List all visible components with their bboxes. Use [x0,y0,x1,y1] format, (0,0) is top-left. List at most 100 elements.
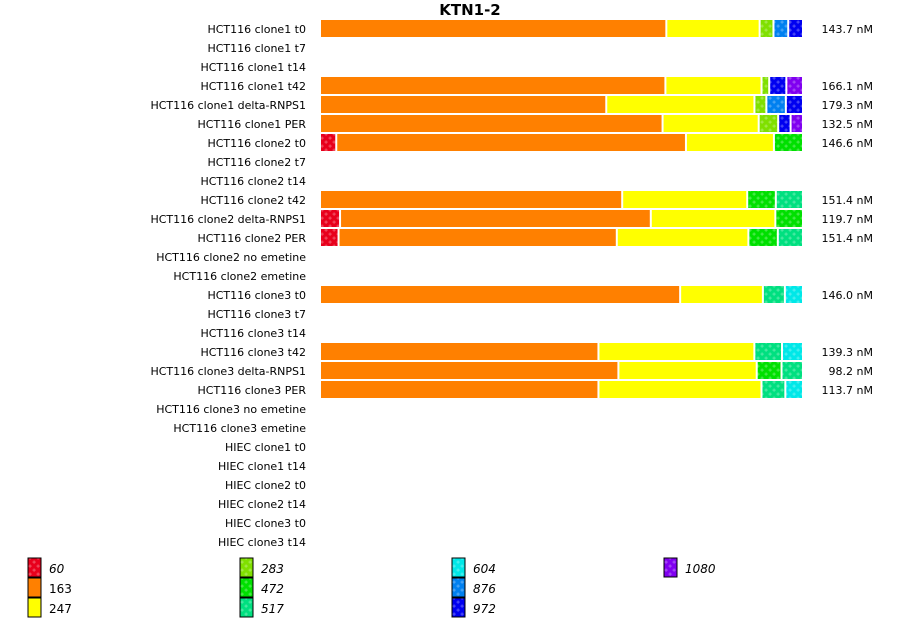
bar-segment-163 [321,343,598,360]
legend-item-972: 972 [451,597,496,618]
row-label: HCT116 clone2 t0 [207,137,306,150]
bar-segment-247 [681,286,762,303]
bar-segment-247 [663,115,758,132]
row-label: HCT116 clone3 t42 [200,346,306,359]
legend-swatch [239,577,254,598]
bar-segment-876 [767,96,785,113]
row-label: HIEC clone1 t0 [225,441,306,454]
bar-segment-163 [321,286,680,303]
bar-row: HIEC clone1 t14 [218,460,306,473]
bar-segment-972 [779,115,790,132]
rows: HCT116 clone1 t0 143.7 nM HCT116 clone1 t7… [150,20,873,549]
bar-segment-163 [321,96,606,113]
bar-segment-247 [599,381,761,398]
bar-row: HCT116 clone2 t42 151.4 nM [200,191,873,208]
bar-row: HCT116 clone1 t7 [207,42,306,55]
bar-segment-283 [760,20,773,37]
legend-label: 472 [261,582,284,596]
row-label: HCT116 clone1 delta-RNPS1 [150,99,306,112]
bar-segment-517 [763,286,784,303]
bar-row: HCT116 clone3 no emetine [156,403,306,416]
row-label: HCT116 clone2 t7 [207,156,306,169]
legend-item-60: 60 [27,557,65,578]
legend-swatch [239,597,254,618]
row-label: HCT116 clone3 no emetine [156,403,306,416]
row-label: HCT116 clone3 t0 [207,289,306,302]
bar-row: HCT116 clone1 PER 132.5 nM [198,115,873,132]
bar-row: HCT116 clone2 t7 [207,156,306,169]
bar-segment-163 [321,115,662,132]
legend-swatch [451,577,466,598]
bar-segment-163 [321,381,598,398]
row-label: HCT116 clone1 t0 [207,23,306,36]
bar-segment-163 [339,229,616,246]
row-label: HCT116 clone2 emetine [173,270,306,283]
bar-row: HCT116 clone2 emetine [173,270,306,283]
bar-segment-472 [757,362,781,379]
bar-row: HIEC clone3 t14 [218,536,306,549]
row-label: HCT116 clone3 PER [198,384,307,397]
bar-segment-604 [785,286,802,303]
legend-label: 972 [473,602,496,616]
legend-item-876: 876 [451,577,496,598]
legend-swatch [27,577,42,598]
row-label: HCT116 clone1 PER [198,118,307,131]
bar-segment-163 [321,77,665,94]
bar-segment-283 [762,77,769,94]
bar-segment-472 [776,210,802,227]
total-label: 146.0 nM [822,289,873,302]
legend-item-283: 283 [239,557,284,578]
bar-row: HCT116 clone3 t0 146.0 nM [207,286,873,303]
row-label: HCT116 clone2 PER [198,232,307,245]
total-label: 139.3 nM [822,346,873,359]
bar-segment-247 [617,229,748,246]
total-label: 113.7 nM [822,384,873,397]
legend-label: 517 [261,602,284,616]
total-label: 143.7 nM [822,23,873,36]
bar-segment-283 [755,96,766,113]
bar-segment-604 [783,343,802,360]
row-label: HIEC clone3 t14 [218,536,306,549]
bar-segment-247 [607,96,754,113]
legend-label: 604 [473,562,496,576]
bar-row: HCT116 clone3 t42 139.3 nM [200,343,873,360]
bar-row: HCT116 clone1 t14 [200,61,306,74]
bar-segment-517 [776,191,803,208]
total-label: 146.6 nM [822,137,873,150]
row-label: HCT116 clone3 t14 [200,327,306,340]
row-label: HCT116 clone3 t7 [207,308,306,321]
bar-segment-1080 [787,77,802,94]
bar-segment-60 [321,134,336,151]
row-label: HCT116 clone2 t14 [200,175,306,188]
bar-segment-247 [667,20,759,37]
bar-segment-247 [651,210,775,227]
legend-label: 1080 [685,562,716,576]
bar-segment-517 [762,381,785,398]
bar-row: HCT116 clone3 delta-RNPS1 98.2 nM [150,362,873,379]
bar-segment-604 [786,381,803,398]
legend-swatch [239,557,254,578]
bar-segment-517 [755,343,781,360]
bar-segment-472 [749,229,777,246]
bar-segment-972 [770,77,786,94]
bar-row: HCT116 clone1 t0 143.7 nM [207,20,873,37]
bar-segment-247 [623,191,747,208]
legend-swatch [451,557,466,578]
bar-row: HCT116 clone3 t14 [200,327,306,340]
bar-row: HIEC clone3 t0 [225,517,306,530]
bar-segment-163 [321,191,622,208]
bar-segment-472 [774,134,802,151]
legend-item-517: 517 [239,597,284,618]
bar-segment-972 [789,20,802,37]
total-label: 151.4 nM [822,194,873,207]
bar-row: HCT116 clone2 t0 146.6 nM [207,134,873,151]
bar-row: HCT116 clone2 PER 151.4 nM [198,229,873,246]
bar-row: HIEC clone1 t0 [225,441,306,454]
row-label: HCT116 clone2 no emetine [156,251,306,264]
bar-segment-247 [666,77,761,94]
bar-segment-517 [782,362,802,379]
legend-label: 60 [49,562,65,576]
row-label: HIEC clone2 t0 [225,479,306,492]
bar-segment-163 [321,362,618,379]
bar-row: HCT116 clone3 t7 [207,308,306,321]
